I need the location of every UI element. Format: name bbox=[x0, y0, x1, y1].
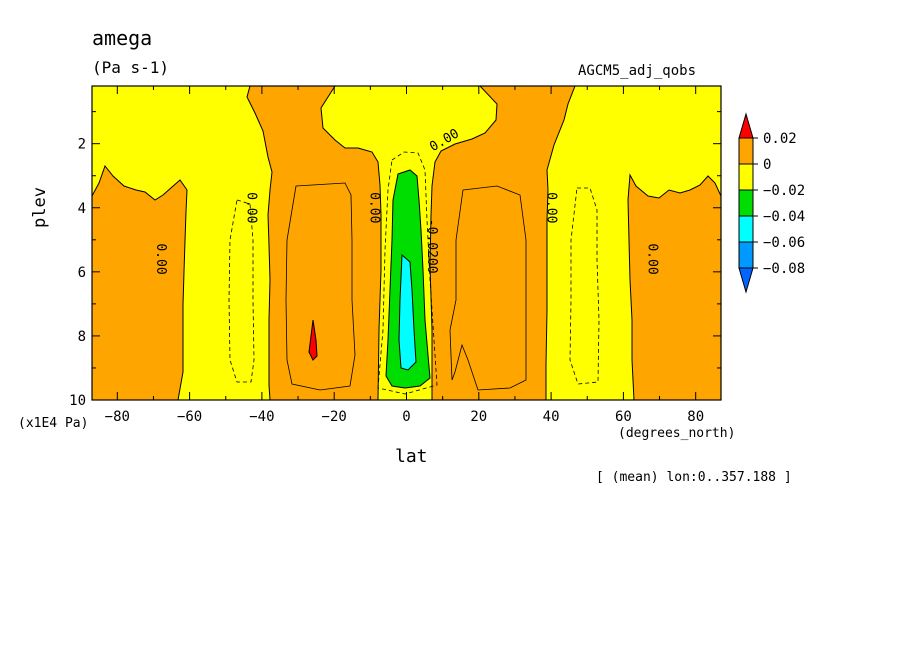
colorbar-bottom-arrow bbox=[738, 267, 754, 294]
contour-label: 0.00 bbox=[543, 192, 558, 223]
x-tick-label: −20 bbox=[322, 409, 347, 425]
contour-label: 0.00 bbox=[645, 243, 660, 274]
colorbar-level-label: −0.06 bbox=[763, 235, 805, 251]
colorbar-band bbox=[738, 189, 754, 217]
x-tick-label: 80 bbox=[687, 409, 704, 425]
contour-label: -0.0200 bbox=[424, 219, 439, 274]
colorbar-band bbox=[738, 241, 754, 269]
colorbar-level-label: 0.02 bbox=[763, 131, 797, 147]
x-axis-unit: (degrees_north) bbox=[618, 426, 736, 441]
x-axis-label: lat bbox=[395, 446, 428, 467]
x-tick-label: 0 bbox=[402, 409, 410, 425]
y-tick-label: 8 bbox=[78, 329, 86, 345]
y-axis-unit: (x1E4 Pa) bbox=[18, 416, 89, 431]
y-axis: 2 4 6 8 10 bbox=[69, 111, 721, 409]
x-tick-label: 40 bbox=[543, 409, 560, 425]
contour-positive-right bbox=[449, 185, 527, 391]
y-tick-label: 10 bbox=[69, 393, 86, 409]
y-tick-label: 4 bbox=[78, 201, 86, 217]
y-tick-label: 2 bbox=[78, 137, 86, 153]
averaging-note: [ (mean) lon:0..357.188 ] bbox=[596, 470, 792, 485]
contour-negative-tropical bbox=[377, 151, 438, 395]
x-tick-label: 20 bbox=[470, 409, 487, 425]
x-tick-label: 60 bbox=[615, 409, 632, 425]
colorbar-band bbox=[738, 215, 754, 243]
x-tick-label: −60 bbox=[177, 409, 202, 425]
colorbar-level-label: −0.02 bbox=[763, 183, 805, 199]
y-tick-label: 6 bbox=[78, 265, 86, 281]
chart-units: (Pa s-1) bbox=[92, 58, 170, 77]
yellow-region-right-polar bbox=[545, 85, 722, 401]
cyan-core-region bbox=[398, 253, 417, 371]
y-axis-label: plev bbox=[30, 187, 50, 228]
contour-label: 0.00 bbox=[243, 192, 258, 223]
red-spot-region bbox=[308, 319, 318, 361]
contour-negative-right-polar bbox=[569, 187, 600, 385]
contour-label: 0.00 bbox=[366, 192, 381, 223]
x-tick-label: −80 bbox=[105, 409, 130, 425]
chart-title: amega bbox=[92, 26, 153, 50]
colorbar: 0.02 0 −0.02 −0.04 −0.06 −0.08 bbox=[738, 112, 805, 294]
x-axis: −80 −60 −40 −20 0 20 40 60 80 bbox=[105, 86, 704, 425]
colorbar-top-arrow bbox=[738, 112, 754, 139]
colorbar-level-label: −0.04 bbox=[763, 209, 805, 225]
x-tick-label: −40 bbox=[249, 409, 274, 425]
colorbar-level-label: 0 bbox=[763, 157, 771, 173]
contour-positive-left bbox=[285, 182, 356, 391]
contour-label: 0.00 bbox=[153, 243, 168, 274]
colorbar-band bbox=[738, 137, 754, 165]
yellow-region-left-polar bbox=[91, 85, 273, 401]
contour-negative-left-polar bbox=[228, 199, 255, 383]
dataset-label: AGCM5_adj_qobs bbox=[578, 63, 697, 79]
colorbar-level-label: −0.08 bbox=[763, 261, 805, 277]
colorbar-band bbox=[738, 163, 754, 191]
